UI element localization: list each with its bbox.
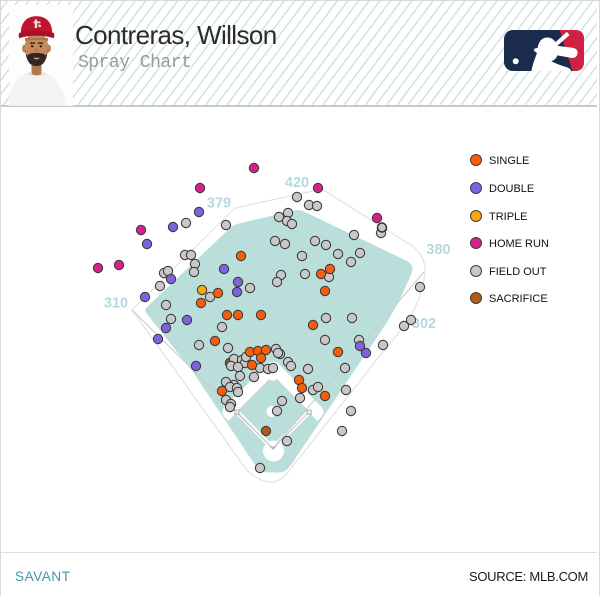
svg-text:310: 310 — [104, 296, 128, 312]
svg-text:379: 379 — [207, 196, 231, 212]
svg-text:302: 302 — [412, 316, 436, 332]
svg-text:420: 420 — [285, 175, 309, 191]
svg-text:380: 380 — [426, 242, 450, 258]
